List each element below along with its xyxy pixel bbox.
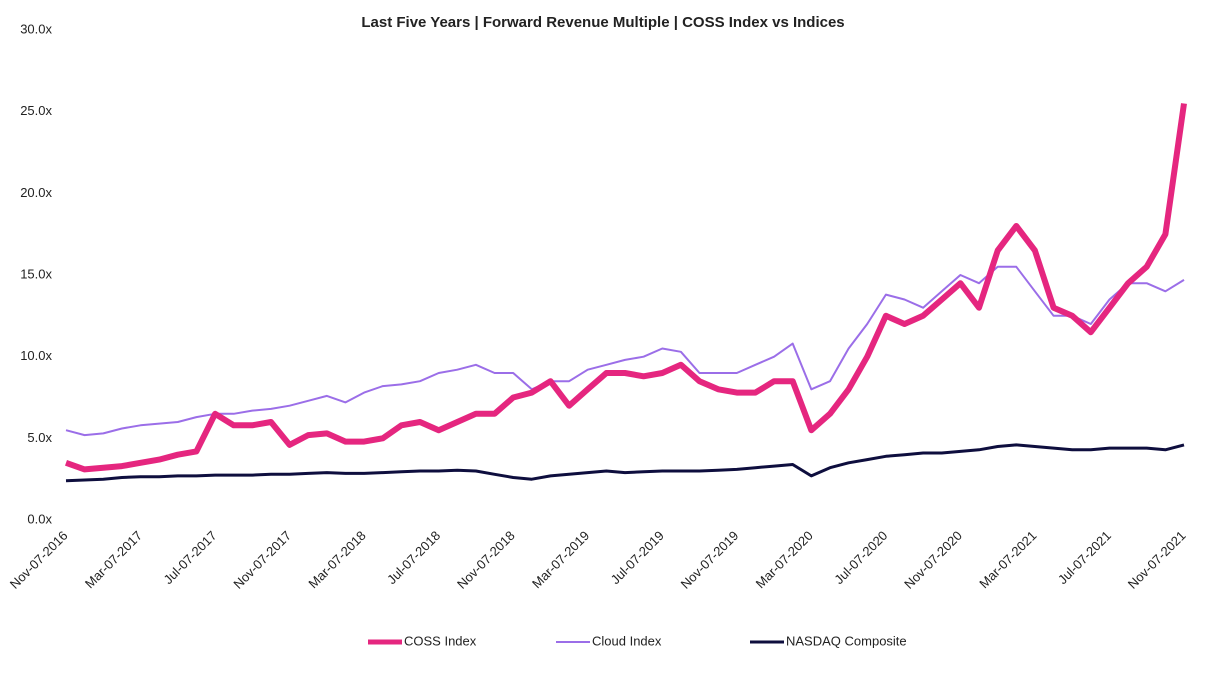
y-tick-label: 15.0x (20, 266, 52, 281)
x-tick-label: Mar-07-2020 (753, 528, 816, 591)
y-tick-label: 20.0x (20, 185, 52, 200)
x-tick-label: Mar-07-2017 (82, 528, 145, 591)
x-tick-label: Jul-07-2021 (1055, 528, 1114, 587)
legend-label: COSS Index (404, 633, 477, 648)
y-tick-label: 5.0x (27, 430, 52, 445)
legend-label: NASDAQ Composite (786, 633, 907, 648)
x-tick-label: Nov-07-2020 (901, 528, 965, 592)
y-tick-label: 10.0x (20, 348, 52, 363)
x-tick-label: Nov-07-2016 (7, 528, 71, 592)
legend-label: Cloud Index (592, 633, 662, 648)
y-tick-label: 30.0x (20, 21, 52, 36)
series-line (65, 443, 1185, 483)
y-tick-label: 0.0x (27, 511, 52, 526)
x-tick-label: Nov-07-2021 (1125, 528, 1189, 592)
series-line (64, 103, 1187, 473)
x-tick-label: Jul-07-2018 (384, 528, 443, 587)
chart-title: Last Five Years | Forward Revenue Multip… (361, 14, 844, 31)
x-tick-label: Jul-07-2017 (160, 528, 219, 587)
x-tick-label: Mar-07-2021 (976, 528, 1039, 591)
x-tick-label: Mar-07-2019 (529, 528, 592, 591)
y-tick-label: 25.0x (20, 103, 52, 118)
x-tick-label: Nov-07-2018 (454, 528, 518, 592)
x-tick-label: Mar-07-2018 (305, 528, 368, 591)
series-line (65, 265, 1185, 437)
x-tick-label: Nov-07-2019 (678, 528, 742, 592)
x-tick-label: Jul-07-2020 (831, 528, 890, 587)
x-tick-label: Jul-07-2019 (608, 528, 667, 587)
x-tick-label: Nov-07-2017 (230, 528, 294, 592)
